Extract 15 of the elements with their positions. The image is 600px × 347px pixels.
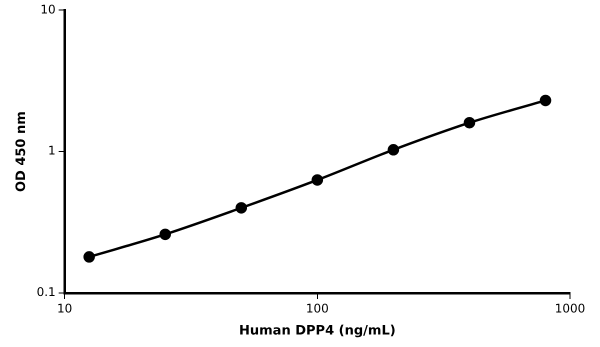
x-tick-label: 100	[306, 301, 329, 316]
x-axis-title: Human DPP4 (ng/mL)	[239, 324, 396, 339]
point	[236, 202, 248, 214]
point	[159, 228, 171, 240]
y-tick-label: 10	[40, 2, 56, 16]
point	[388, 144, 400, 156]
y-tick-label: 1	[48, 144, 56, 158]
point	[83, 251, 95, 263]
point	[540, 94, 552, 106]
x-tick-label: 1000	[554, 301, 586, 316]
y-axis-title: OD 450 nm	[14, 111, 30, 192]
x-tick-label: 10	[57, 301, 72, 316]
point	[312, 174, 324, 186]
point	[464, 116, 476, 128]
y-tick-label: 0.1	[36, 285, 56, 300]
